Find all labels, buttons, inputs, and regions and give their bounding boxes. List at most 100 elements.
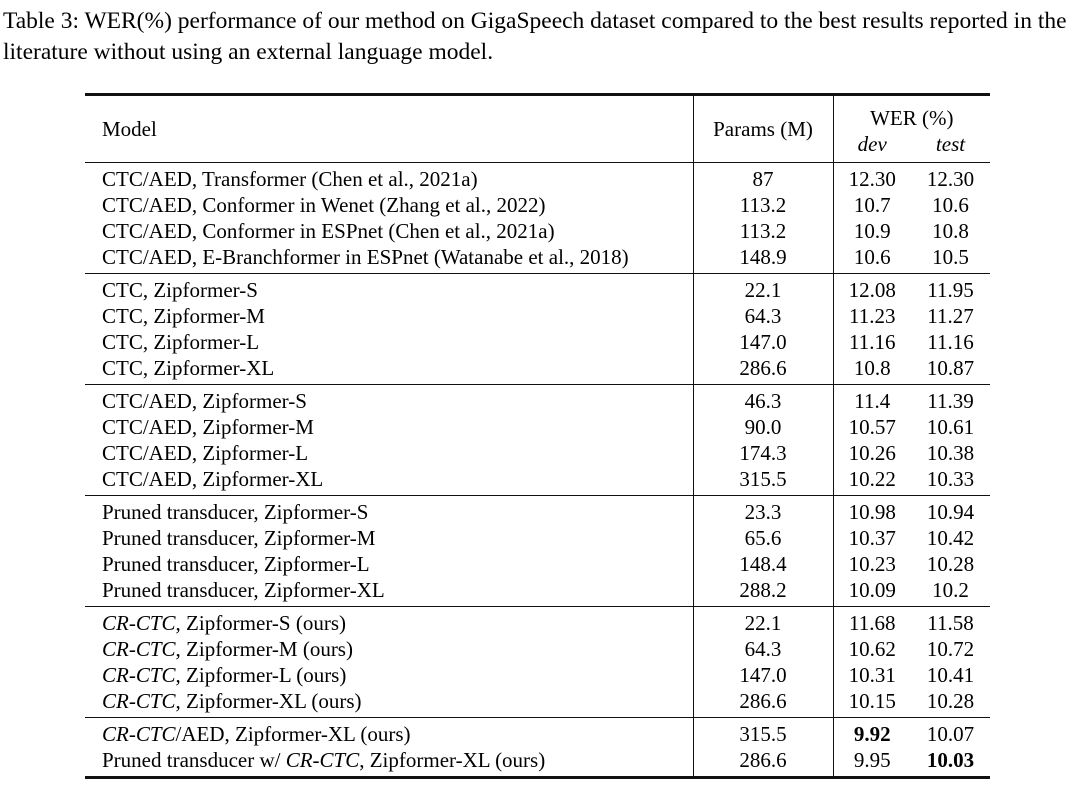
wer-dev-cell: 10.37	[832, 525, 911, 551]
results-table: Model Params (M) WER (%) dev test CTC/AE…	[85, 93, 991, 779]
wer-dev-cell: 11.4	[832, 384, 911, 414]
model-name-segment: , Zipformer-S (ours)	[175, 611, 346, 635]
table-group: CR-CTC, Zipformer-S (ours) 22.1 11.68 11.58…	[85, 606, 991, 718]
model-name-segment: Pruned transducer, Zipformer-XL	[102, 578, 385, 602]
model-name-segment: , Zipformer-L (ours)	[175, 663, 347, 687]
model-name-segment: CTC/AED, Zipformer-S	[102, 389, 307, 413]
wer-test-cell: 10.38	[926, 441, 975, 465]
wer-test-cell: 11.27	[927, 304, 974, 328]
wer-test-cell: 10.28	[926, 689, 975, 713]
wer-dev-cell: 9.95	[832, 747, 911, 778]
wer-dev-cell: 10.31	[832, 662, 911, 688]
params-cell: 286.6	[692, 747, 833, 778]
wer-dev-cell: 10.09	[832, 577, 911, 607]
model-cell: CTC/AED, Zipformer-M	[85, 414, 693, 440]
wer-dev-cell: 10.7	[832, 192, 911, 218]
params-cell: 174.3	[692, 440, 833, 466]
table-caption: Table 3: WER(%) performance of our metho…	[3, 8, 1067, 65]
wer-test-cell: 10.2	[932, 578, 969, 602]
model-name-italic-segment: CR-CTC	[102, 689, 176, 713]
model-name-italic-segment: CR-CTC	[102, 663, 176, 687]
model-cell: CTC/AED, Zipformer-XL	[85, 466, 693, 496]
model-name-segment: CTC, Zipformer-L	[102, 330, 260, 354]
params-cell: 288.2	[692, 577, 833, 607]
params-cell: 46.3	[692, 384, 833, 414]
params-cell: 148.9	[692, 244, 833, 274]
model-cell: CTC/AED, Transformer (Chen et al., 2021a…	[85, 163, 693, 193]
wer-test-cell: 10.28	[926, 552, 975, 576]
table-row: CR-CTC, Zipformer-M (ours) 64.3 10.62 10.72	[85, 636, 990, 662]
table-group: CTC/AED, Zipformer-S 46.3 11.4 11.39 CTC/AED…	[85, 384, 991, 496]
table-row: CTC, Zipformer-XL 286.6 10.8 10.87	[85, 355, 990, 385]
model-cell: CTC/AED, Zipformer-L	[85, 440, 693, 466]
model-cell: CTC/AED, Zipformer-S	[85, 385, 693, 415]
model-name-italic-segment: CR-CTC	[102, 637, 176, 661]
table-header: Model Params (M) WER (%) dev test	[85, 94, 991, 163]
model-name-segment: CTC/AED, Conformer in ESPnet (Chen et al…	[102, 219, 555, 243]
wer-test-cell: 11.16	[927, 330, 974, 354]
params-cell: 113.2	[692, 218, 833, 244]
wer-dev-cell: 10.15	[832, 688, 911, 718]
model-cell: CTC, Zipformer-M	[85, 303, 693, 329]
model-cell: CR-CTC/AED, Zipformer-XL (ours)	[85, 718, 693, 748]
header-params: Params (M)	[692, 94, 833, 163]
header-model: Model	[102, 116, 157, 141]
wer-dev-cell: 11.16	[832, 329, 911, 355]
table-row: CR-CTC, Zipformer-S (ours) 22.1 11.68 11.58	[85, 606, 990, 637]
wer-test-cell: 10.42	[926, 526, 975, 550]
wer-test-cell: 10.41	[926, 663, 975, 687]
params-cell: 87	[692, 162, 833, 192]
model-cell: CTC/AED, Conformer in ESPnet (Chen et al…	[85, 218, 693, 244]
model-cell: CTC/AED, Conformer in Wenet (Zhang et al…	[85, 192, 693, 218]
wer-test-cell: 11.58	[927, 611, 974, 635]
model-name-segment: CTC/AED, E-Branchformer in ESPnet (Watan…	[102, 245, 629, 269]
wer-dev-cell: 12.08	[832, 273, 911, 303]
model-name-segment: CTC, Zipformer-XL	[102, 356, 275, 380]
model-name-segment: Pruned transducer, Zipformer-M	[102, 526, 376, 550]
table-row: CTC/AED, E-Branchformer in ESPnet (Watan…	[85, 244, 990, 274]
wer-dev-cell: 10.6	[832, 244, 911, 274]
params-cell: 315.5	[692, 717, 833, 747]
model-name-segment: Pruned transducer w/	[102, 748, 286, 772]
wer-test-cell: 10.03	[926, 748, 975, 772]
model-name-italic-segment: CR-CTC	[285, 748, 360, 772]
model-cell: Pruned transducer w/ CR-CTC, Zipformer-X…	[85, 747, 693, 778]
header-dev: dev	[832, 132, 911, 163]
wer-dev-cell: 12.30	[832, 162, 911, 192]
model-name-segment: Pruned transducer, Zipformer-S	[102, 500, 369, 524]
table-group: Pruned transducer, Zipformer-S 23.3 10.98 1…	[85, 495, 991, 607]
wer-test-cell: 11.95	[927, 278, 974, 302]
model-cell: Pruned transducer, Zipformer-XL	[85, 577, 693, 607]
table-row: Pruned transducer, Zipformer-S 23.3 10.98 1…	[85, 495, 990, 526]
model-name-italic-segment: CR-CTC	[102, 722, 176, 746]
model-cell: Pruned transducer, Zipformer-L	[85, 551, 693, 577]
table-row: CR-CTC, Zipformer-XL (ours) 286.6 10.15 10.…	[85, 688, 990, 718]
table-row: CTC, Zipformer-M 64.3 11.23 11.27	[85, 303, 990, 329]
params-cell: 286.6	[692, 355, 833, 385]
table-row: CTC/AED, Zipformer-L 174.3 10.26 10.38	[85, 440, 990, 466]
model-name-segment: CTC/AED, Zipformer-M	[102, 415, 314, 439]
model-name-italic-segment: CR-CTC	[102, 611, 176, 635]
table-row: CTC/AED, Zipformer-M 90.0 10.57 10.61	[85, 414, 990, 440]
table-row: Pruned transducer w/ CR-CTC, Zipformer-X…	[85, 747, 990, 778]
table-group: CR-CTC/AED, Zipformer-XL (ours) 315.5 9.92…	[85, 717, 991, 778]
table-row: Pruned transducer, Zipformer-M 65.6 10.37 1…	[85, 525, 990, 551]
wer-dev-cell: 10.26	[832, 440, 911, 466]
params-cell: 147.0	[692, 662, 833, 688]
table-row: Pruned transducer, Zipformer-XL 288.2 10.0…	[85, 577, 990, 607]
wer-dev-cell: 11.68	[832, 606, 911, 636]
model-cell: CR-CTC, Zipformer-XL (ours)	[85, 688, 693, 718]
table-row: CTC/AED, Zipformer-S 46.3 11.4 11.39	[85, 384, 990, 415]
table-row: Pruned transducer, Zipformer-L 148.4 10.23…	[85, 551, 990, 577]
header-wer: WER (%)	[832, 94, 991, 132]
model-cell: Pruned transducer, Zipformer-S	[85, 496, 693, 526]
wer-dev-cell: 10.22	[832, 466, 911, 496]
table-row: CTC/AED, Conformer in ESPnet (Chen et al…	[85, 218, 990, 244]
wer-test-cell: 10.94	[926, 500, 975, 524]
table-row: CTC/AED, Transformer (Chen et al., 2021a…	[85, 162, 990, 193]
table-row: CTC/AED, Zipformer-XL 315.5 10.22 10.33	[85, 466, 990, 496]
wer-dev-cell: 11.23	[832, 303, 911, 329]
wer-test-cell: 11.39	[927, 389, 974, 413]
model-cell: CR-CTC, Zipformer-S (ours)	[85, 607, 693, 637]
wer-dev-cell: 10.98	[832, 495, 911, 525]
